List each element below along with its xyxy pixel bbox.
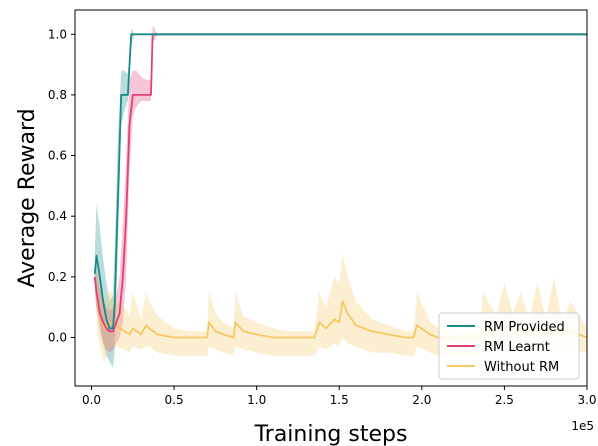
legend-label-1: RM Learnt <box>484 340 550 355</box>
x-tick-label: 1.5 <box>330 393 349 407</box>
x-tick-label: 2.0 <box>412 393 431 407</box>
y-tick-label: 0.6 <box>48 149 67 163</box>
y-tick-label: 0.4 <box>48 209 67 223</box>
y-tick-label: 1.0 <box>48 27 67 41</box>
x-axis-ticks: 0.0 0.5 1.0 1.5 2.0 2.5 3.0 <box>82 386 597 407</box>
legend-box <box>438 312 580 380</box>
legend-label-2: Without RM <box>484 360 559 375</box>
x-axis-title: Training steps <box>254 422 408 446</box>
y-tick-label: 0.2 <box>48 270 67 284</box>
y-axis-title: Average Reward <box>15 108 40 287</box>
x-tick-label: 2.5 <box>495 393 514 407</box>
legend-label-0: RM Provided <box>484 320 565 335</box>
x-tick-label: 0.0 <box>82 393 101 407</box>
y-tick-label: 0.8 <box>48 88 67 102</box>
x-tick-label: 0.5 <box>165 393 184 407</box>
line-series-0 <box>93 33 587 330</box>
plot-frame <box>74 9 588 387</box>
x-axis-offset-label: 1e5 <box>571 419 594 433</box>
y-axis-ticks: 0.0 0.2 0.4 0.6 0.8 1.0 <box>48 27 75 344</box>
legend: RM Provided RM Learnt Without RM <box>438 312 580 380</box>
line-series-1 <box>93 33 587 333</box>
x-tick-label: 3.0 <box>577 393 596 407</box>
y-tick-label: 0.0 <box>48 330 67 344</box>
x-tick-label: 1.0 <box>247 393 266 407</box>
